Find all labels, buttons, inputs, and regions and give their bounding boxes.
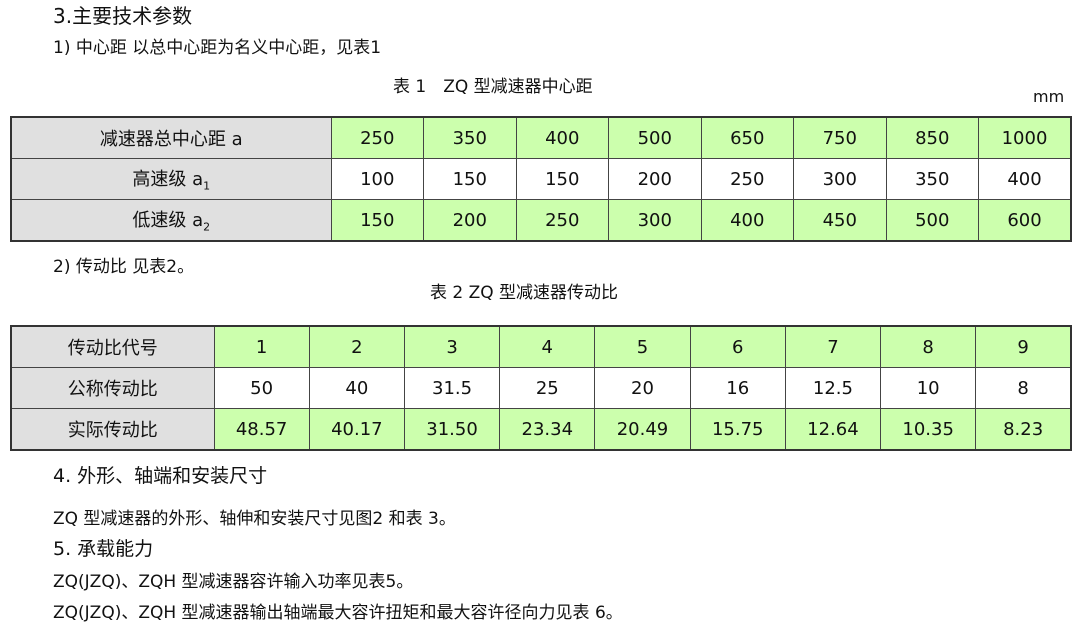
table-cell: 9 — [975, 325, 1072, 368]
table-cell: 400 — [700, 199, 794, 242]
table-cell: 400 — [515, 116, 609, 159]
table-cell: 4 — [499, 325, 596, 368]
table-cell: 31.50 — [403, 408, 501, 451]
table-cell: 1000 — [978, 116, 1072, 159]
table-cell: 12.5 — [784, 367, 882, 409]
row-label-subscript: 2 — [203, 220, 211, 234]
table-row: 低速级 a2 150 200 250 300 400 450 500 600 — [10, 199, 1072, 242]
table-cell: 250 — [330, 116, 424, 159]
table-cell: 250 — [700, 158, 794, 200]
row-label-text: 减速器总中心距 a — [99, 129, 243, 150]
table-cell: 600 — [978, 199, 1072, 242]
section-5-title: 5. 承载能力 — [53, 538, 154, 560]
table-cell: 150 — [423, 158, 517, 200]
table-cell: 8 — [880, 325, 977, 368]
table-row: 实际传动比 48.57 40.17 31.50 23.34 20.49 15.75 12.64… — [10, 408, 1072, 451]
table-cell: 500 — [885, 199, 979, 242]
table-cell: 400 — [978, 158, 1072, 200]
row-label-subscript: 1 — [203, 179, 211, 193]
table-cell: 7 — [784, 325, 882, 368]
section-5-line-2: ZQ(JZQ)、ZQH 型减速器输出轴端最大容许扭矩和最大容许径向力见表 6。 — [53, 603, 623, 623]
table-cell: 850 — [885, 116, 979, 159]
table-cell: 8.23 — [975, 408, 1072, 451]
table-cell: 200 — [423, 199, 517, 242]
table-cell: 12.64 — [784, 408, 882, 451]
table-cell: 10.35 — [880, 408, 977, 451]
row-label-text: 传动比代号 — [67, 338, 158, 359]
table-cell: 2 — [308, 325, 405, 368]
table1-unit: mm — [1033, 87, 1065, 106]
table-cell: 5 — [594, 325, 691, 368]
row-label: 传动比代号 — [10, 325, 215, 368]
table-cell: 10 — [880, 367, 977, 409]
table-cell: 300 — [608, 199, 702, 242]
table-cell: 20 — [594, 367, 691, 409]
table-cell: 650 — [700, 116, 794, 159]
table-cell: 500 — [608, 116, 702, 159]
table-cell: 48.57 — [213, 408, 310, 451]
table-cell: 250 — [515, 199, 609, 242]
table-cell: 40 — [308, 367, 405, 409]
table-cell: 350 — [423, 116, 517, 159]
table-cell: 40.17 — [308, 408, 405, 451]
section-4-title: 4. 外形、轴端和安装尺寸 — [53, 465, 268, 487]
table-cell: 350 — [885, 158, 979, 200]
table-cell: 6 — [689, 325, 786, 368]
row-label: 减速器总中心距 a — [10, 116, 332, 159]
table2-caption: 表 2 ZQ 型减速器传动比 — [430, 283, 619, 303]
row-label-text: 高速级 a — [132, 169, 204, 191]
row-label: 高速级 a1 — [10, 158, 332, 200]
table-cell: 25 — [499, 367, 596, 409]
table2-transmission-ratio: 传动比代号 1 2 3 4 5 6 7 8 9 公称传动比 50 40 31.5 25 20 16 12.5 10 8… — [10, 325, 1072, 451]
table-cell: 16 — [689, 367, 786, 409]
table1-caption: 表 1 ZQ 型减速器中心距 — [393, 77, 593, 97]
table-cell: 20.49 — [594, 408, 691, 451]
table-cell: 200 — [608, 158, 702, 200]
row-label: 公称传动比 — [10, 367, 215, 409]
table-cell: 3 — [403, 325, 501, 368]
table-cell: 50 — [213, 367, 310, 409]
table1-center-distance: 减速器总中心距 a 250 350 400 500 650 750 850 1000 高速级 a1… — [10, 116, 1072, 242]
item-1-text: 1) 中心距 以总中心距为名义中心距，见表1 — [53, 38, 382, 58]
table-row: 公称传动比 50 40 31.5 25 20 16 12.5 10 8 — [10, 367, 1072, 409]
table-cell: 150 — [330, 199, 424, 242]
table-cell: 8 — [975, 367, 1072, 409]
table-cell: 100 — [330, 158, 424, 200]
table-cell: 150 — [515, 158, 609, 200]
row-label-text: 公称传动比 — [67, 379, 158, 400]
table-row: 减速器总中心距 a 250 350 400 500 650 750 850 1000 — [10, 116, 1072, 159]
row-label: 低速级 a2 — [10, 199, 332, 242]
table-cell: 300 — [793, 158, 887, 200]
row-label: 实际传动比 — [10, 408, 215, 451]
table-cell: 1 — [213, 325, 310, 368]
row-label-text: 低速级 a — [132, 210, 204, 232]
table-cell: 31.5 — [403, 367, 501, 409]
table-cell: 750 — [793, 116, 887, 159]
section-3-title: 3.主要技术参数 — [53, 4, 193, 28]
row-label-text: 实际传动比 — [67, 420, 158, 441]
table-row: 高速级 a1 100 150 150 200 250 300 350 400 — [10, 158, 1072, 200]
table-cell: 450 — [793, 199, 887, 242]
section-4-text: ZQ 型减速器的外形、轴伸和安装尺寸见图2 和表 3。 — [53, 509, 456, 529]
table-row: 传动比代号 1 2 3 4 5 6 7 8 9 — [10, 325, 1072, 368]
table-cell: 15.75 — [689, 408, 786, 451]
section-5-line-1: ZQ(JZQ)、ZQH 型减速器容许输入功率见表5。 — [53, 572, 414, 592]
table-cell: 23.34 — [499, 408, 596, 451]
item-2-text: 2) 传动比 见表2。 — [53, 257, 195, 277]
